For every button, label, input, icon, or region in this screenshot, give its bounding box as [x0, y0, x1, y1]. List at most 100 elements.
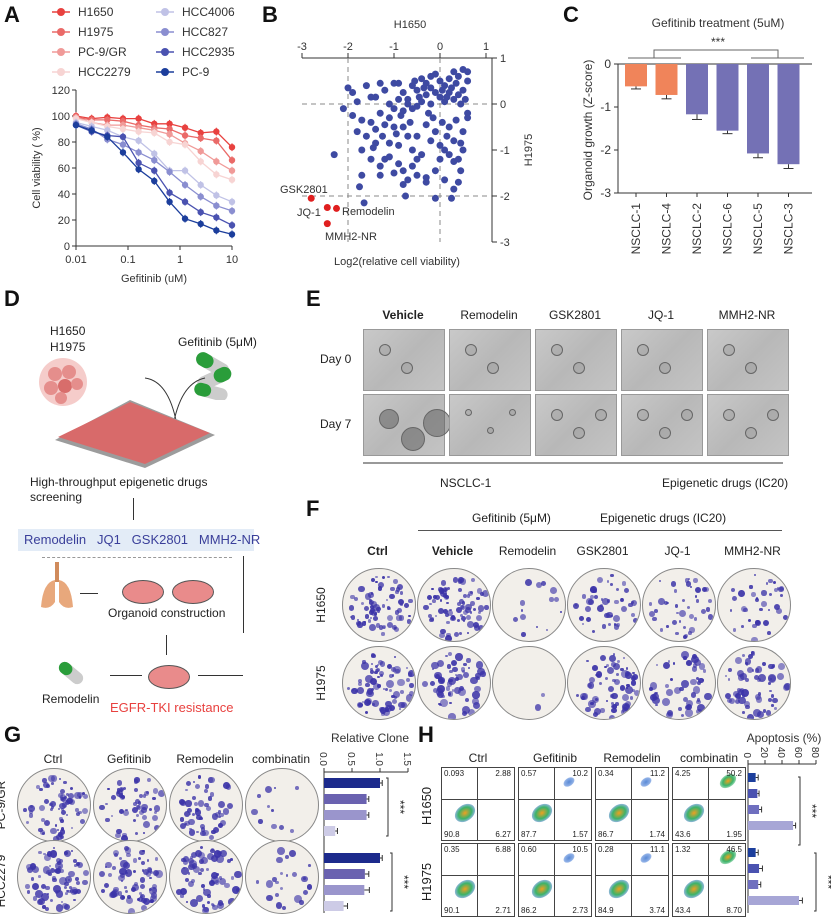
data-point	[445, 75, 453, 83]
colony	[220, 819, 226, 826]
colony	[609, 654, 617, 662]
colony	[768, 592, 773, 597]
colony	[57, 832, 63, 837]
colony	[743, 701, 750, 707]
colony	[50, 899, 54, 903]
data-point	[459, 146, 467, 154]
colony	[693, 578, 698, 583]
data-point	[228, 207, 236, 215]
colony	[467, 621, 475, 629]
colony	[133, 779, 139, 784]
colony	[408, 669, 415, 677]
colony	[461, 601, 466, 605]
data-point	[213, 137, 220, 144]
legend-label: H1650	[78, 5, 114, 19]
colony	[610, 702, 614, 706]
data-point	[399, 181, 407, 188]
colony	[446, 602, 449, 605]
colony	[738, 689, 745, 695]
well-plate-icon	[55, 377, 215, 468]
colony	[773, 603, 781, 611]
colony	[119, 788, 124, 792]
colony	[613, 623, 620, 630]
organoid-image	[621, 329, 703, 391]
colony	[188, 818, 195, 826]
colony	[364, 621, 367, 624]
row-label: Day 0	[320, 352, 352, 366]
flow-cytometry-panel: Ctrl Gefitinib Remodelin combinatin H1650 0.0…	[415, 730, 746, 917]
colony	[44, 798, 50, 804]
data-point	[457, 167, 465, 175]
organoid	[745, 362, 757, 374]
quadrant-q2-value: 10.2	[572, 769, 588, 778]
colony	[194, 783, 201, 790]
organoid	[767, 409, 779, 421]
colony	[67, 870, 75, 878]
colony	[632, 674, 638, 680]
colony	[145, 871, 152, 877]
colony	[446, 634, 450, 637]
colony	[429, 680, 435, 686]
data-point	[427, 100, 435, 108]
colony	[140, 905, 148, 912]
colony	[434, 614, 437, 617]
quadrant-q1-value: 0.60	[521, 845, 537, 854]
colony	[29, 863, 37, 870]
colony	[185, 780, 191, 787]
colony	[65, 813, 69, 817]
data-point	[372, 93, 380, 101]
colony	[116, 790, 124, 798]
colony	[190, 879, 195, 884]
y-tick-label: 1	[500, 53, 506, 65]
colony	[746, 666, 753, 673]
quadrant-q3-value: 86.2	[521, 906, 537, 915]
colony	[42, 778, 47, 783]
colony	[760, 601, 767, 607]
colony	[536, 581, 543, 588]
colony	[741, 624, 745, 628]
colony	[181, 857, 186, 863]
colony	[22, 808, 27, 813]
colony	[138, 856, 142, 860]
colony	[188, 829, 196, 836]
colony	[59, 817, 63, 821]
colony	[28, 805, 36, 813]
colony	[271, 824, 277, 830]
colony	[729, 609, 733, 612]
quadrant-q3-value: 87.7	[521, 830, 537, 839]
colony	[38, 850, 42, 855]
colony	[362, 621, 367, 626]
cell-population	[605, 876, 633, 902]
data-point	[360, 199, 368, 207]
colony	[437, 691, 445, 699]
data-point	[431, 194, 439, 202]
colony	[612, 615, 620, 623]
colony	[388, 673, 394, 679]
colony	[211, 902, 215, 907]
colony	[388, 704, 396, 712]
colony	[148, 807, 152, 811]
colony	[228, 898, 236, 906]
organoid	[401, 362, 413, 374]
y-axis-label: H1975	[523, 134, 535, 166]
quadrant-q2-value: 6.88	[495, 845, 511, 854]
colony	[185, 800, 192, 807]
quadrant-q2-value: 2.88	[495, 769, 511, 778]
colony	[60, 827, 65, 831]
capsule-icon	[58, 661, 84, 685]
colony	[611, 704, 617, 709]
data-point	[452, 79, 460, 87]
colony	[368, 619, 372, 623]
colony	[385, 700, 392, 708]
quadrant-q1-value: 0.28	[598, 845, 614, 854]
colony	[462, 609, 468, 616]
quadrant-line-v	[708, 844, 709, 916]
colony	[51, 782, 54, 785]
colony	[152, 788, 159, 794]
colony	[25, 884, 30, 889]
colony	[113, 886, 119, 893]
colony	[396, 607, 402, 613]
legend-marker	[161, 48, 169, 56]
colony	[458, 588, 463, 593]
colony	[381, 632, 385, 636]
